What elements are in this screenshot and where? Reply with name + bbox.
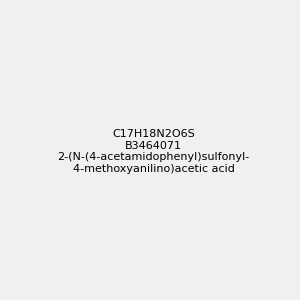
Text: C17H18N2O6S
B3464071
2-(N-(4-acetamidophenyl)sulfonyl-
4-methoxyanilino)acetic a: C17H18N2O6S B3464071 2-(N-(4-acetamidoph… (58, 129, 250, 174)
